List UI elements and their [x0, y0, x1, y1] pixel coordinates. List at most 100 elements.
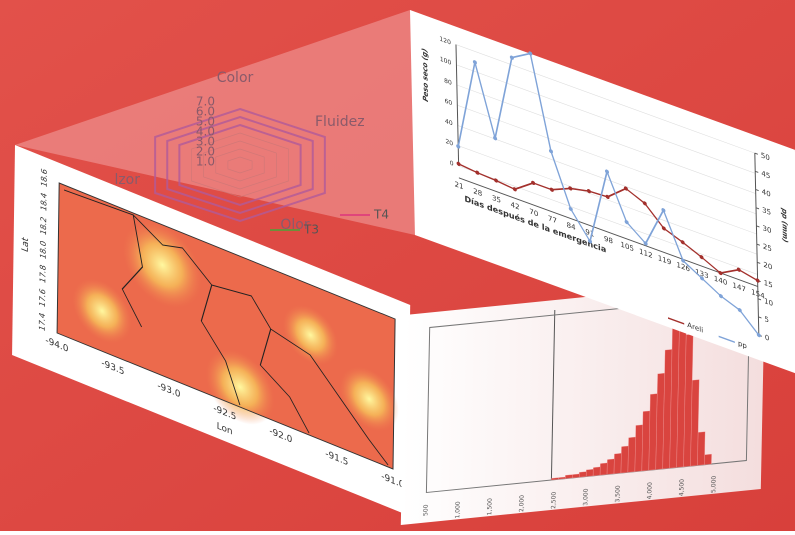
y-tick-label: 100 — [440, 56, 452, 67]
hist-bar — [641, 410, 651, 472]
hist-bar — [697, 431, 706, 466]
x-tick-label: 500 — [422, 504, 429, 516]
hist-bar — [620, 445, 629, 474]
radar-ring — [191, 132, 289, 198]
x-tick-label: 4,500 — [678, 478, 685, 496]
y-tick-label: 120 — [439, 36, 451, 47]
y-tick-label: 17.6 — [37, 287, 47, 309]
point — [661, 208, 666, 213]
point — [755, 278, 760, 283]
x-tick-label: 84 — [567, 220, 577, 232]
y2-axis-title: pp (mm) — [780, 206, 790, 244]
y-tick-label: 60 — [444, 98, 452, 108]
hist-bar — [572, 473, 580, 479]
heat-blobs — [72, 221, 399, 432]
y-tick-label: 40 — [445, 118, 453, 128]
y2-tick — [754, 152, 758, 155]
grid-line — [457, 104, 757, 215]
point — [528, 51, 533, 56]
point — [494, 178, 499, 183]
y2-tick-label: 0 — [765, 333, 770, 343]
point — [605, 194, 610, 200]
radar-axis-label: lzor — [114, 172, 140, 188]
blob — [339, 366, 399, 432]
y2-tick — [756, 225, 760, 228]
point — [472, 60, 477, 65]
hist-bar — [634, 424, 643, 472]
hist-bar — [565, 474, 573, 479]
radar-ring — [178, 123, 302, 207]
point — [756, 332, 761, 338]
hist-bar — [613, 453, 622, 474]
x-tick-label: 2,000 — [518, 494, 525, 512]
legend-label: pp — [738, 339, 748, 351]
y-tick-label: 20 — [445, 138, 453, 148]
y-tick-label: 18.6 — [39, 167, 49, 189]
x-tick-label: 42 — [511, 200, 520, 212]
legend-swatch — [718, 335, 735, 344]
point — [531, 180, 536, 186]
hist-bar — [690, 379, 700, 467]
x-tick-label: 70 — [529, 207, 539, 219]
y-tick-label: 17.4 — [37, 311, 47, 333]
x-tick-label: 2,500 — [550, 491, 557, 509]
point — [587, 239, 593, 244]
y-tick-label: 18.0 — [38, 239, 48, 261]
point — [456, 144, 461, 149]
y2-tick-label: 10 — [764, 296, 774, 308]
grid-line — [458, 165, 758, 275]
point — [699, 255, 704, 260]
hist-bar — [704, 453, 712, 465]
point — [661, 226, 666, 231]
y-tick-label: 18.2 — [38, 215, 48, 237]
point — [737, 308, 742, 313]
x-tick-label: 28 — [473, 186, 483, 198]
radar-chart: ColorFluidezOlorlzor7.06.05.04.03.02.01.… — [114, 70, 389, 237]
x-tick-label: 1,500 — [486, 498, 493, 516]
y2-tick-label: 50 — [761, 151, 771, 163]
point — [549, 187, 554, 192]
y-tick-label: 0 — [450, 160, 454, 168]
hist-bar — [592, 466, 601, 476]
point — [586, 189, 591, 194]
point — [643, 241, 648, 246]
radar-tick: 5.0 — [196, 115, 215, 129]
y2-tick-label: 25 — [763, 242, 772, 254]
x-tick-label: 91 — [585, 227, 594, 239]
x-tick-label: 35 — [492, 193, 501, 205]
hist-bar — [627, 436, 636, 473]
y-tick-label: 80 — [444, 77, 452, 87]
x-tick-label: 3,500 — [614, 485, 621, 503]
y-axis-title: Peso seco (g) — [420, 47, 430, 103]
blob — [282, 304, 339, 366]
y2-tick-label: 20 — [763, 260, 773, 272]
radar-ring — [227, 156, 253, 174]
map-frame — [56, 182, 396, 470]
y2-tick-label: 30 — [762, 223, 772, 235]
radar-tick: 2.0 — [196, 145, 215, 159]
point — [568, 206, 573, 212]
axis — [458, 177, 758, 287]
grid-line — [458, 145, 758, 255]
hist-bar — [586, 469, 594, 477]
panel-bg — [410, 10, 795, 375]
radar-axis-label: Fluidez — [315, 114, 365, 130]
point — [718, 293, 723, 299]
hist-bar — [599, 462, 608, 476]
point — [568, 186, 573, 191]
y2-tick-label: 15 — [764, 278, 773, 290]
point — [623, 186, 628, 191]
radar-tick: 6.0 — [196, 105, 215, 119]
blob — [72, 278, 132, 344]
map-panel: -94.0-93.5-93.0-92.5-92.0-91.5-91.017.41… — [12, 145, 411, 516]
line-panel: 0 20 40 60 80 100 120 0 5 10 15 20 25 30 35 40 45 50 21 28 3… — [410, 10, 795, 375]
x-tick-label: 1,000 — [454, 501, 461, 519]
point — [493, 136, 498, 141]
point — [475, 170, 480, 175]
y-axis-title: Lat — [20, 235, 31, 254]
point — [456, 161, 461, 167]
point — [509, 55, 514, 60]
y-tick-label: 17.8 — [38, 263, 48, 285]
